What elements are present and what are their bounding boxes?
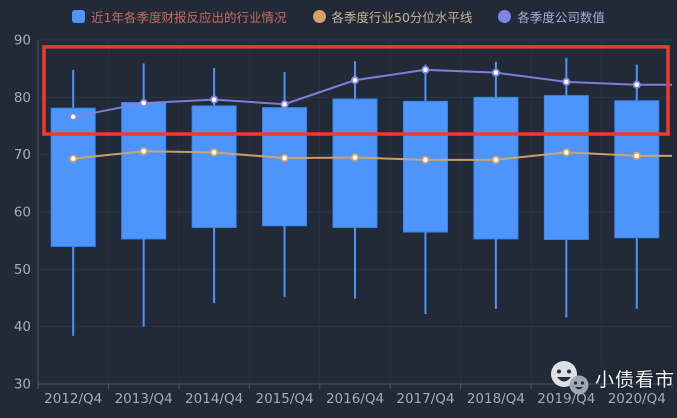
line-point[interactable]: [632, 151, 641, 160]
x-axis-tick-label: 2019/Q4: [537, 391, 595, 407]
legend-item-company-value[interactable]: 各季度公司数值: [498, 7, 605, 26]
legend-item-industry-range[interactable]: 近1年各季度财报反应出的行业情况: [72, 7, 287, 26]
line-point[interactable]: [421, 155, 430, 164]
company-line: [73, 68, 672, 118]
watermark-text: 小债看市: [594, 368, 675, 391]
line-point[interactable]: [139, 147, 148, 156]
line-point[interactable]: [491, 68, 500, 77]
candle-box[interactable]: [402, 100, 448, 233]
x-axis-tick-label: 2020/Q4: [608, 391, 666, 407]
line-point[interactable]: [421, 65, 430, 74]
chat-faces-icon: [550, 361, 589, 395]
line-point[interactable]: [491, 155, 500, 164]
x-axis-tick-label: 2012/Q4: [44, 391, 102, 407]
line-point[interactable]: [69, 154, 78, 163]
chart-legend: 近1年各季度财报反应出的行业情况 各季度行业50分位水平线 各季度公司数值: [0, 5, 677, 27]
legend-item-label: 各季度公司数值: [517, 9, 605, 25]
line-point[interactable]: [350, 153, 360, 162]
legend-circle-marker-median: [312, 9, 326, 23]
line-point[interactable]: [69, 112, 78, 121]
x-axis-tick-label: 2015/Q4: [255, 391, 313, 407]
legend-item-label: 各季度行业50分位水平线: [331, 9, 473, 25]
y-axis-tick-label: 50: [14, 262, 31, 278]
candle-box[interactable]: [262, 107, 308, 227]
x-axis-tick-label: 2013/Q4: [115, 391, 173, 407]
candle-box[interactable]: [614, 100, 660, 239]
line-point[interactable]: [280, 154, 289, 163]
line-point[interactable]: [350, 76, 360, 85]
median-line: [73, 150, 672, 161]
candle-box[interactable]: [50, 107, 96, 247]
candle-box[interactable]: [191, 105, 237, 228]
y-axis-tick-label: 30: [14, 377, 31, 393]
candle-box[interactable]: [543, 95, 589, 241]
line-point[interactable]: [210, 95, 219, 104]
line-point[interactable]: [632, 80, 641, 89]
line-point[interactable]: [139, 98, 148, 108]
x-axis-tick-label: 2018/Q4: [467, 391, 525, 407]
line-point[interactable]: [562, 77, 571, 86]
x-axis-tick-label: 2017/Q4: [396, 391, 454, 407]
x-axis-tick-label: 2016/Q4: [326, 391, 384, 407]
legend-item-50th-percentile[interactable]: 各季度行业50分位水平线: [312, 7, 473, 26]
y-axis-tick-label: 90: [14, 33, 31, 49]
candle-box[interactable]: [473, 96, 519, 240]
legend-square-marker: [72, 9, 86, 23]
x-axis-tick-label: 2014/Q4: [185, 391, 243, 407]
line-point[interactable]: [210, 148, 219, 157]
candle-box[interactable]: [121, 101, 167, 240]
legend-circle-marker-company: [498, 9, 512, 23]
line-point[interactable]: [280, 100, 289, 109]
line-point[interactable]: [562, 148, 571, 157]
y-axis-tick-label: 80: [14, 90, 31, 106]
candle-box[interactable]: [332, 98, 378, 228]
watermark: 小债看市: [549, 360, 675, 396]
y-axis-tick-label: 40: [14, 319, 31, 335]
legend-item-label: 近1年各季度财报反应出的行业情况: [91, 9, 287, 25]
y-axis-tick-label: 70: [14, 147, 31, 163]
annotation-rect: [42, 45, 670, 136]
y-axis-tick-label: 60: [14, 205, 31, 221]
